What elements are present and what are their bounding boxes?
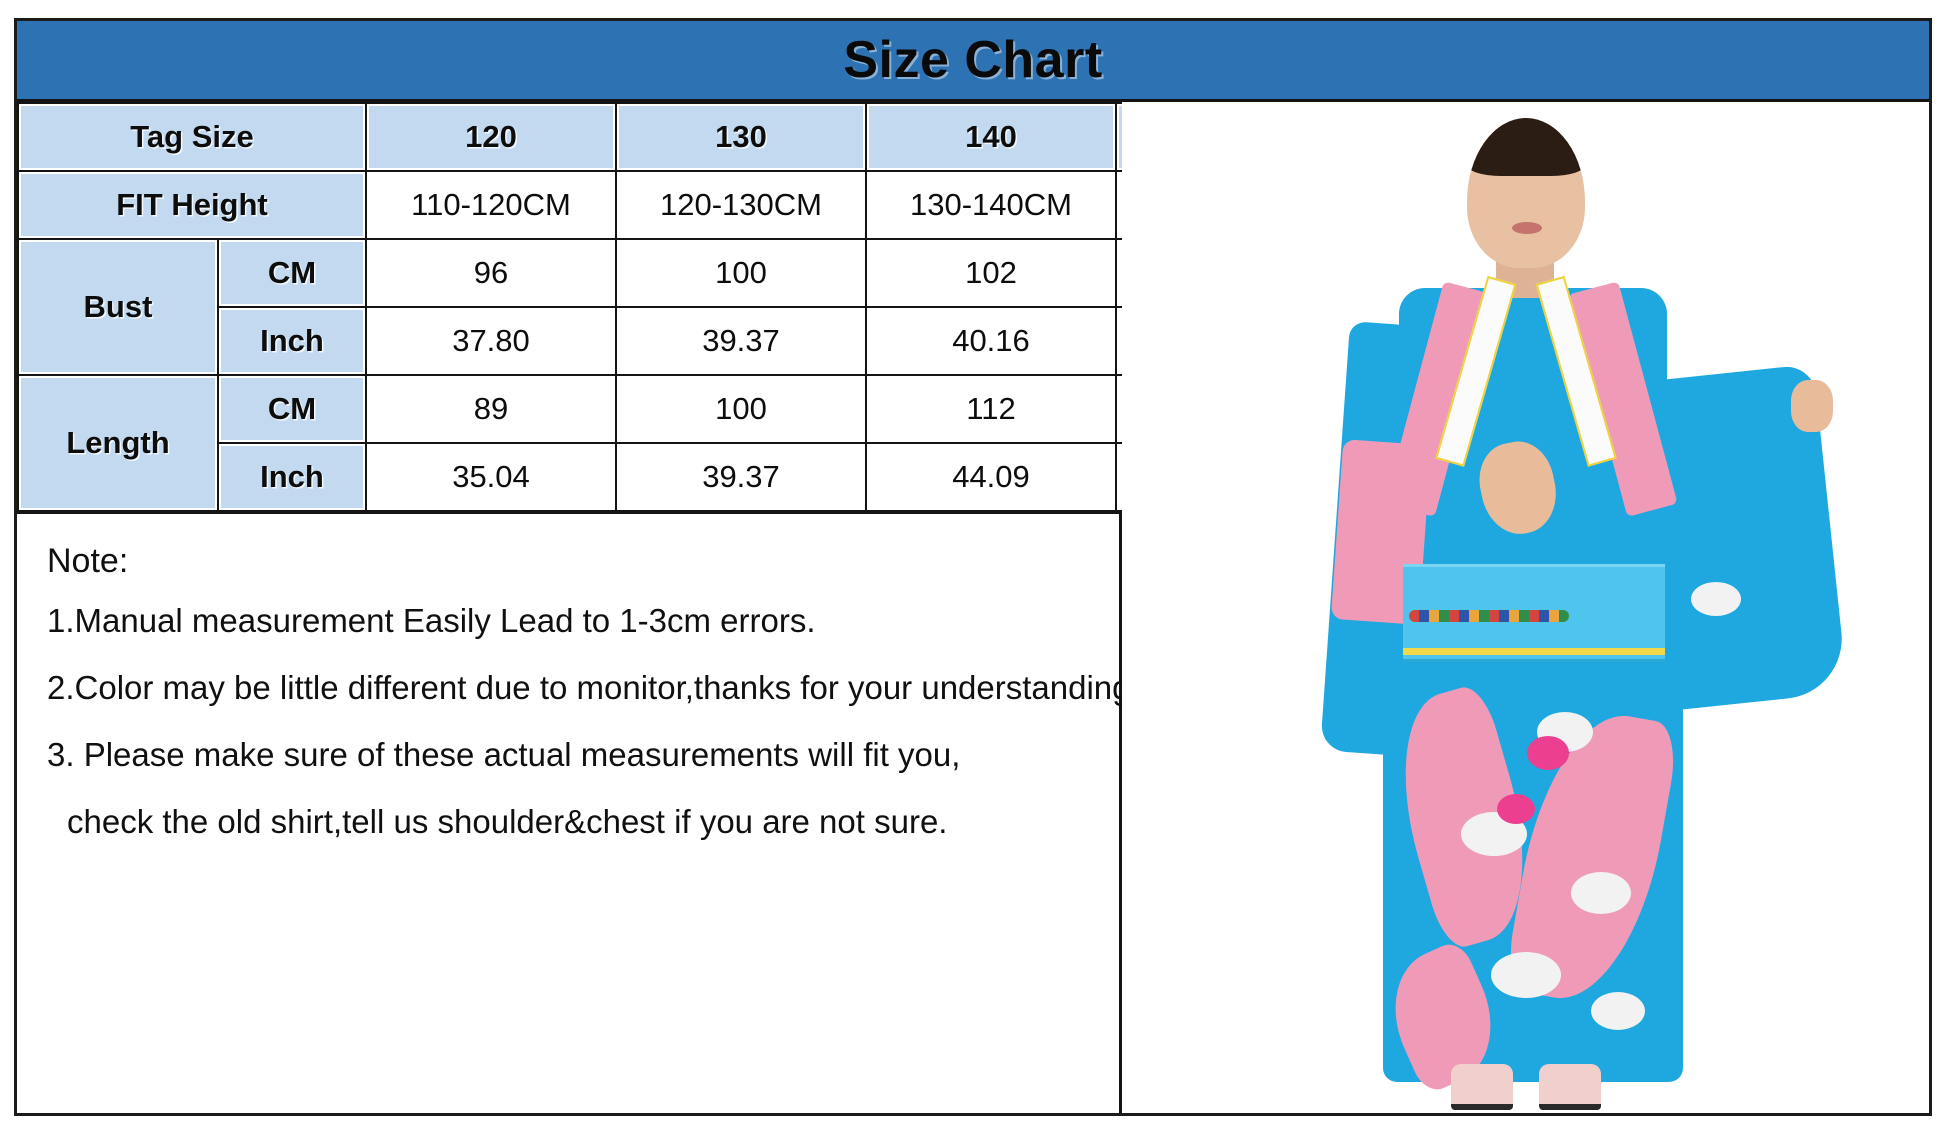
note-line-2: 2.Color may be little different due to m… <box>47 668 1140 706</box>
row-label-fit-height: FIT Height <box>17 170 367 240</box>
page-title: Size Chart <box>843 31 1103 89</box>
product-photo-panel <box>1122 102 1929 1113</box>
unit-bust-cm: CM <box>217 238 367 308</box>
obi-edge <box>1402 648 1665 655</box>
cell-length-inch-140: 44.09 <box>865 442 1117 512</box>
cell-fit-height-140: 130-140CM <box>865 170 1117 240</box>
pink-flower-1 <box>1526 736 1569 770</box>
chart-body: Tag Size 120 130 140 150 FIT Height 110-… <box>17 102 1929 1113</box>
blossom-3 <box>1570 872 1631 914</box>
unit-length-cm: CM <box>217 374 367 444</box>
note-line-1: 1.Manual measurement Easily Lead to 1-3c… <box>47 602 816 639</box>
right-hand <box>1790 380 1833 432</box>
mouth <box>1511 222 1542 234</box>
header-size-130: 130 <box>615 102 867 172</box>
head <box>1466 118 1585 268</box>
note-section: Note: 1.Manual measurement Easily Lead t… <box>17 512 1140 1113</box>
cell-bust-cm-120: 96 <box>365 238 617 308</box>
blossom-6 <box>1690 582 1741 616</box>
pink-flower-2 <box>1496 794 1535 824</box>
cell-length-cm-140: 112 <box>865 374 1117 444</box>
hair <box>1466 118 1585 176</box>
header-size-120: 120 <box>365 102 617 172</box>
cell-bust-cm-140: 102 <box>865 238 1117 308</box>
right-sandal <box>1538 1064 1601 1110</box>
product-photo <box>1122 102 1929 1113</box>
cell-bust-inch-120: 37.80 <box>365 306 617 376</box>
left-sandal <box>1450 1064 1513 1110</box>
cell-length-inch-120: 35.04 <box>365 442 617 512</box>
row-label-length: Length <box>17 374 219 512</box>
cell-length-cm-120: 89 <box>365 374 617 444</box>
cell-bust-inch-140: 40.16 <box>865 306 1117 376</box>
cell-fit-height-130: 120-130CM <box>615 170 867 240</box>
cell-fit-height-120: 110-120CM <box>365 170 617 240</box>
header-tag-size: Tag Size <box>17 102 367 172</box>
cell-bust-cm-130: 100 <box>615 238 867 308</box>
obi-cord <box>1408 610 1569 622</box>
cell-length-cm-130: 100 <box>615 374 867 444</box>
size-table: Tag Size 120 130 140 150 FIT Height 110-… <box>17 102 1367 512</box>
note-line-4: check the old shirt,tell us shoulder&che… <box>67 802 948 840</box>
header-size-140: 140 <box>865 102 1117 172</box>
table-column: Tag Size 120 130 140 150 FIT Height 110-… <box>17 102 1367 1113</box>
chart-frame: Size Chart Tag Size <box>14 18 1932 1116</box>
title-bar: Size Chart <box>17 21 1929 102</box>
kimono-model-illustration <box>1291 112 1848 1112</box>
note-heading: Note: <box>47 542 129 580</box>
note-line-3: 3. Please make sure of these actual meas… <box>47 735 961 773</box>
row-label-bust: Bust <box>17 238 219 376</box>
unit-bust-inch: Inch <box>217 306 367 376</box>
unit-length-inch: Inch <box>217 442 367 512</box>
cell-length-inch-130: 39.37 <box>615 442 867 512</box>
blossom-4 <box>1490 952 1561 998</box>
cell-bust-inch-130: 39.37 <box>615 306 867 376</box>
blossom-5 <box>1590 992 1645 1030</box>
